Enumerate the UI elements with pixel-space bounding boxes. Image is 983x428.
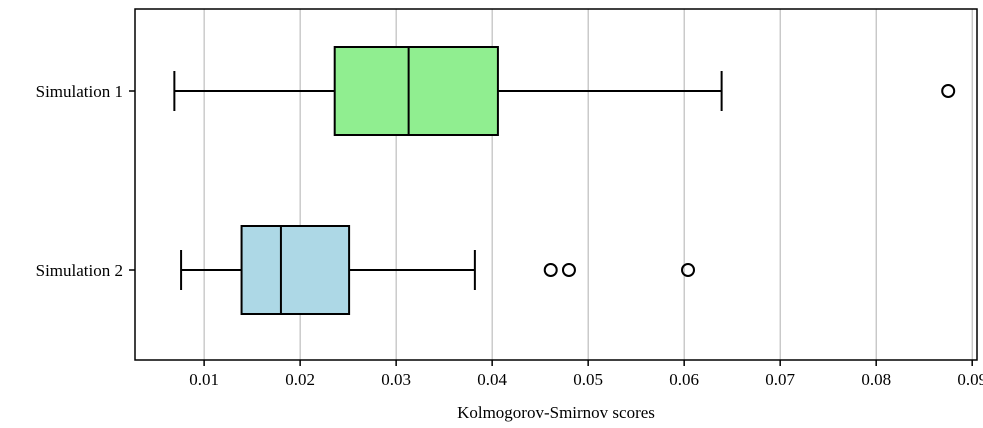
x-tick-label: 0.08: [861, 370, 891, 389]
iqr-box: [333, 46, 499, 136]
axes: 0.01 0.02 0.03 0.04 0.05 0.06 0.07 0.08 0.09 Simu…: [36, 8, 983, 389]
y-tick-label: Simulation 1: [36, 82, 123, 101]
box-2: [180, 225, 696, 315]
x-tick-label: 0.09: [957, 370, 983, 389]
x-tick-label: 0.05: [573, 370, 603, 389]
boxes: [173, 46, 956, 315]
x-tick-label: 0.07: [765, 370, 795, 389]
iqr-box: [240, 225, 351, 315]
x-tick-label: 0.02: [285, 370, 315, 389]
x-tick-label: 0.04: [477, 370, 507, 389]
y-tick-label: Simulation 2: [36, 261, 123, 280]
box-1: [173, 46, 956, 136]
x-tick-label: 0.06: [669, 370, 699, 389]
outlier-point-3: [681, 263, 696, 277]
x-axis-label: Kolmogorov-Smirnov scores: [457, 403, 655, 422]
x-tick-label: 0.03: [381, 370, 411, 389]
outlier-point-1: [543, 263, 558, 277]
outlier-point-1: [941, 84, 956, 98]
outlier-point-2: [561, 263, 576, 277]
x-tick-label: 0.01: [189, 370, 219, 389]
plot-frame: [134, 8, 978, 361]
